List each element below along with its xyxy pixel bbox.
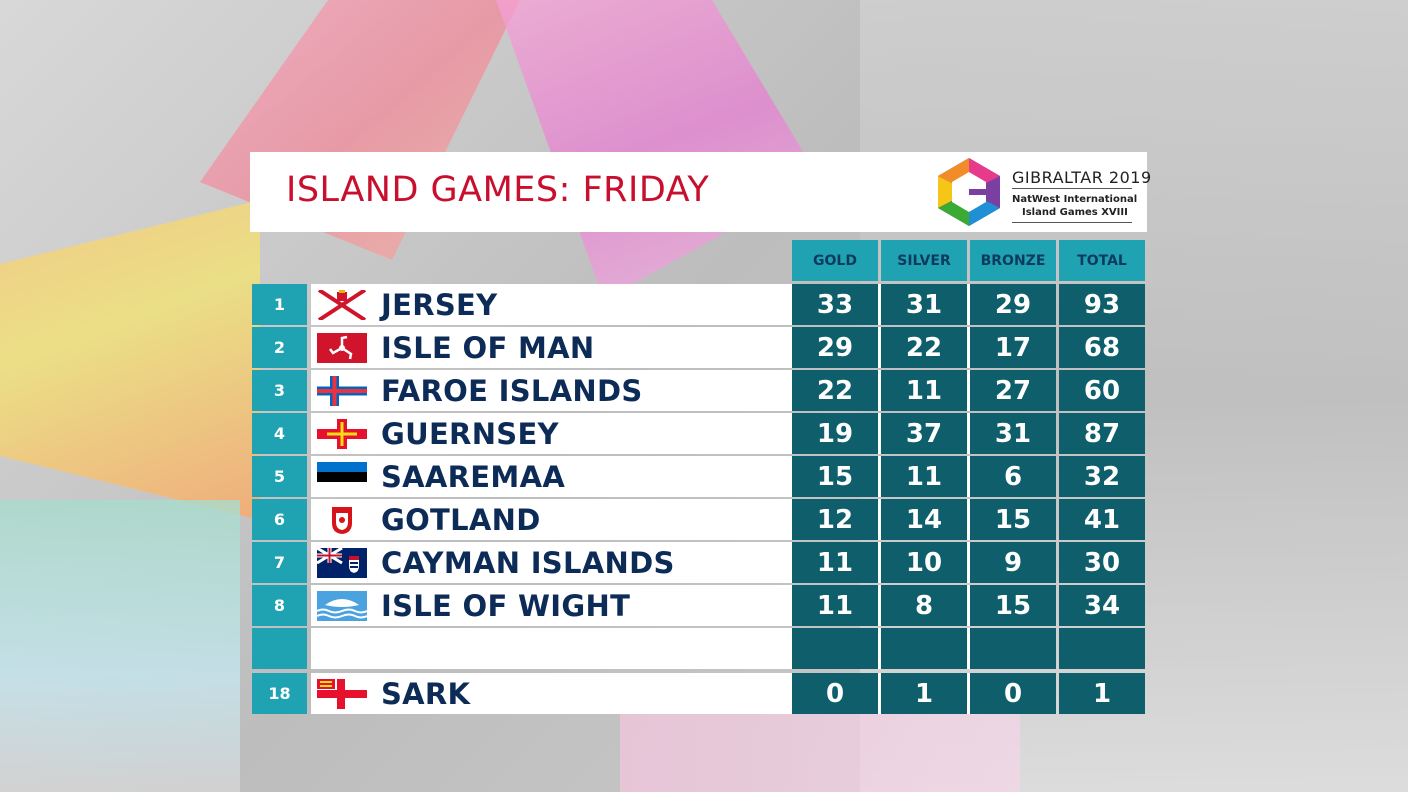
bronze-count: 27: [970, 370, 1056, 411]
column-header-total: TOTAL: [1059, 240, 1145, 281]
gold-count: 33: [792, 284, 878, 325]
gold-count: [792, 628, 878, 669]
silver-count: 37: [881, 413, 967, 454]
logo-subtitle: Island Games XVIII: [1022, 207, 1128, 218]
country-name: JERSEY: [381, 288, 498, 322]
country-name: SAAREMAA: [381, 460, 566, 494]
bronze-count: [970, 628, 1056, 669]
cayman-flag-icon: [317, 548, 367, 578]
silver-count: 11: [881, 370, 967, 411]
total-count: 87: [1059, 413, 1145, 454]
gold-count: 19: [792, 413, 878, 454]
total-count: 32: [1059, 456, 1145, 497]
country-name: ISLE OF WIGHT: [381, 589, 631, 623]
total-count: 60: [1059, 370, 1145, 411]
rank-cell: [252, 628, 307, 669]
silver-count: [881, 628, 967, 669]
logo-divider-bottom: [1012, 222, 1132, 223]
country-name: SARK: [381, 677, 471, 711]
page-title: ISLAND GAMES: FRIDAY: [286, 170, 710, 210]
bronze-count: 0: [970, 673, 1056, 714]
rank-cell: 4: [252, 413, 307, 454]
rank-cell: 1: [252, 284, 307, 325]
gold-count: 11: [792, 542, 878, 583]
gold-count: 22: [792, 370, 878, 411]
rank-cell: 2: [252, 327, 307, 368]
logo-title: GIBRALTAR 2019: [1012, 168, 1152, 187]
gold-count: 11: [792, 585, 878, 626]
saaremaa-flag-icon: [317, 462, 367, 492]
jersey-flag-icon: [317, 290, 367, 320]
rank-cell: 5: [252, 456, 307, 497]
silver-count: 1: [881, 673, 967, 714]
faroe-flag-icon: [317, 376, 367, 406]
total-count: 30: [1059, 542, 1145, 583]
rank-cell: 6: [252, 499, 307, 540]
rank-cell: 18: [252, 673, 307, 714]
bronze-count: 15: [970, 585, 1056, 626]
bronze-count: 29: [970, 284, 1056, 325]
rank-cell: 7: [252, 542, 307, 583]
isle-of-man-flag-icon: [317, 333, 367, 363]
gold-count: 0: [792, 673, 878, 714]
logo-divider: [1012, 188, 1132, 189]
total-count: 93: [1059, 284, 1145, 325]
guernsey-flag-icon: [317, 419, 367, 449]
sark-flag-icon: [317, 679, 367, 709]
gibraltar-2019-logo: GIBRALTAR 2019 NatWest International Isl…: [934, 156, 1151, 228]
bronze-count: 6: [970, 456, 1056, 497]
silver-count: 11: [881, 456, 967, 497]
games-logo-icon: [938, 158, 1000, 226]
gotland-flag-icon: [332, 507, 352, 534]
silver-count: 31: [881, 284, 967, 325]
rank-cell: 8: [252, 585, 307, 626]
gold-count: 12: [792, 499, 878, 540]
total-count: 34: [1059, 585, 1145, 626]
country-name: FAROE ISLANDS: [381, 374, 643, 408]
column-header-bronze: BRONZE: [970, 240, 1056, 281]
country-name: GOTLAND: [381, 503, 541, 537]
bronze-count: 9: [970, 542, 1056, 583]
silver-count: 8: [881, 585, 967, 626]
country-name: ISLE OF MAN: [381, 331, 595, 365]
silver-count: 22: [881, 327, 967, 368]
gold-count: 15: [792, 456, 878, 497]
country-name: CAYMAN ISLANDS: [381, 546, 675, 580]
silver-count: 14: [881, 499, 967, 540]
silver-count: 10: [881, 542, 967, 583]
logo-sponsor: NatWest International: [1012, 194, 1138, 205]
total-count: [1059, 628, 1145, 669]
total-count: 1: [1059, 673, 1145, 714]
country-name: GUERNSEY: [381, 417, 559, 451]
total-count: 68: [1059, 327, 1145, 368]
title-panel: ISLAND GAMES: FRIDAY GIBRALTAR 2019 NatW…: [250, 152, 1151, 232]
gold-count: 29: [792, 327, 878, 368]
column-header-silver: SILVER: [881, 240, 967, 281]
isle-of-wight-flag-icon: [317, 591, 367, 621]
bronze-count: 15: [970, 499, 1056, 540]
column-header-gold: GOLD: [792, 240, 878, 281]
total-count: 41: [1059, 499, 1145, 540]
bronze-count: 17: [970, 327, 1056, 368]
bronze-count: 31: [970, 413, 1056, 454]
rank-cell: 3: [252, 370, 307, 411]
